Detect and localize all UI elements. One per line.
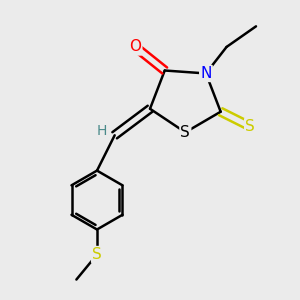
- Text: S: S: [92, 247, 102, 262]
- Text: O: O: [129, 39, 141, 54]
- Text: N: N: [200, 66, 211, 81]
- Text: S: S: [245, 119, 255, 134]
- Text: H: H: [96, 124, 106, 138]
- Text: S: S: [181, 125, 190, 140]
